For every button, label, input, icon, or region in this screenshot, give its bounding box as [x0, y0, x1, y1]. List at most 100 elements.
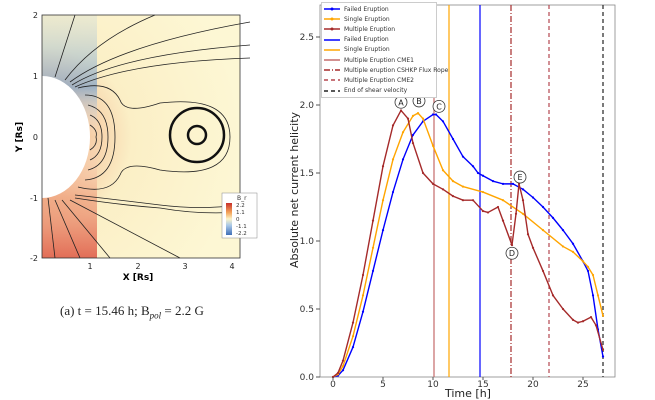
data-point — [441, 169, 445, 172]
field-lines — [47, 14, 251, 259]
data-point — [476, 171, 480, 175]
data-point — [461, 155, 465, 158]
data-point — [391, 124, 395, 127]
legend-label: Failed Eruption — [344, 5, 389, 13]
legend-line-icon — [324, 79, 340, 82]
annotation-A: A — [398, 98, 404, 107]
data-point — [351, 321, 355, 324]
data-point — [361, 273, 365, 277]
y-tick-label: 1.0 — [300, 237, 315, 247]
caption-text-end: = 2.2 G — [161, 303, 204, 318]
magnetic-field-panel: 2 1 0 -1 -2 1 2 3 4 X [Rs] Y [Rs] B_r 2.… — [0, 11, 258, 283]
legend-label: Multiple Eruption CME1 — [344, 56, 414, 64]
data-point — [361, 310, 365, 313]
data-point — [501, 219, 505, 222]
data-point — [531, 246, 535, 249]
legend-line-icon — [324, 59, 340, 61]
data-point — [431, 144, 435, 147]
data-point — [401, 131, 405, 134]
legend-item: End of shear velocity — [324, 86, 434, 96]
data-point — [441, 188, 445, 191]
data-point — [341, 365, 345, 368]
data-point — [496, 205, 500, 209]
data-point — [381, 165, 385, 168]
data-point — [381, 199, 385, 202]
legend-line-icon — [324, 7, 340, 11]
data-point — [581, 260, 585, 263]
legend-label: Multiple Eruption CME2 — [344, 76, 414, 84]
legend-label: Single Eruption — [344, 46, 390, 54]
x-tick-label: 15 — [477, 380, 488, 390]
data-point — [416, 112, 420, 115]
data-point — [571, 242, 575, 245]
data-point — [471, 199, 475, 202]
data-point — [351, 335, 355, 338]
data-point — [591, 294, 595, 297]
annotation-B: B — [416, 97, 422, 106]
annotation-circle — [505, 246, 519, 260]
data-point — [586, 265, 590, 268]
y-tick: 2 — [33, 11, 38, 20]
data-point — [510, 243, 514, 247]
data-point — [601, 314, 605, 317]
data-point — [491, 180, 495, 183]
legend-item: Multiple Eruption CME2 — [324, 75, 434, 85]
data-point — [541, 205, 545, 209]
data-point — [431, 113, 435, 116]
data-point — [341, 369, 345, 372]
y-axis-label: Absolute net current helicity — [288, 111, 301, 268]
legend-item: Multiple Eruption — [324, 24, 434, 34]
x-axis-label: X [Rs] — [123, 273, 154, 283]
annotation-circle — [513, 170, 527, 184]
legend-label: Multiple eruption CSHKP Flux Rope — [344, 66, 449, 74]
x-axis-label: Time [h] — [444, 387, 491, 400]
data-point — [336, 371, 340, 375]
data-point — [411, 133, 415, 137]
x-tick-label: 5 — [380, 380, 386, 390]
data-point — [521, 199, 525, 202]
data-point — [411, 141, 415, 145]
data-point — [576, 321, 580, 324]
data-point — [486, 211, 490, 214]
data-point — [521, 212, 525, 215]
flux-rope-inner — [186, 124, 208, 146]
data-point — [551, 294, 555, 297]
x-tick: 3 — [182, 262, 187, 271]
y-axis-label: Y [Rs] — [15, 122, 25, 153]
data-point — [521, 188, 525, 191]
data-point — [351, 345, 355, 349]
data-point — [501, 182, 505, 185]
legend-item: Single Eruption — [324, 14, 434, 24]
data-point — [471, 165, 475, 168]
data-point — [594, 324, 598, 327]
data-point — [441, 120, 445, 123]
data-point — [501, 199, 505, 202]
data-point — [511, 182, 515, 185]
data-point — [596, 294, 600, 297]
data-point — [451, 195, 455, 198]
data-point — [431, 182, 435, 185]
data-point — [371, 219, 375, 222]
legend-label: End of shear velocity — [344, 87, 408, 95]
chart-legend: Failed Eruption Single Eruption Multiple E… — [321, 2, 448, 98]
data-point — [571, 318, 575, 321]
data-point — [589, 316, 593, 319]
legend-item: Failed Eruption — [324, 35, 434, 45]
data-point — [401, 158, 405, 161]
data-point — [481, 174, 485, 177]
data-point — [481, 190, 485, 194]
data-point — [371, 246, 375, 249]
data-point — [421, 117, 425, 120]
legend-item: Single Eruption — [324, 45, 434, 55]
data-point — [391, 158, 395, 161]
data-point — [411, 114, 415, 117]
data-point — [586, 269, 590, 273]
data-point — [561, 307, 565, 311]
series-single-eruption — [332, 112, 604, 378]
y-tick-label: 0.0 — [300, 373, 315, 383]
data-point — [451, 180, 455, 183]
y-tick-label: 1.5 — [300, 169, 314, 179]
legend-line-icon — [324, 27, 340, 31]
data-point — [561, 245, 565, 248]
y-tick: 1 — [33, 72, 38, 81]
